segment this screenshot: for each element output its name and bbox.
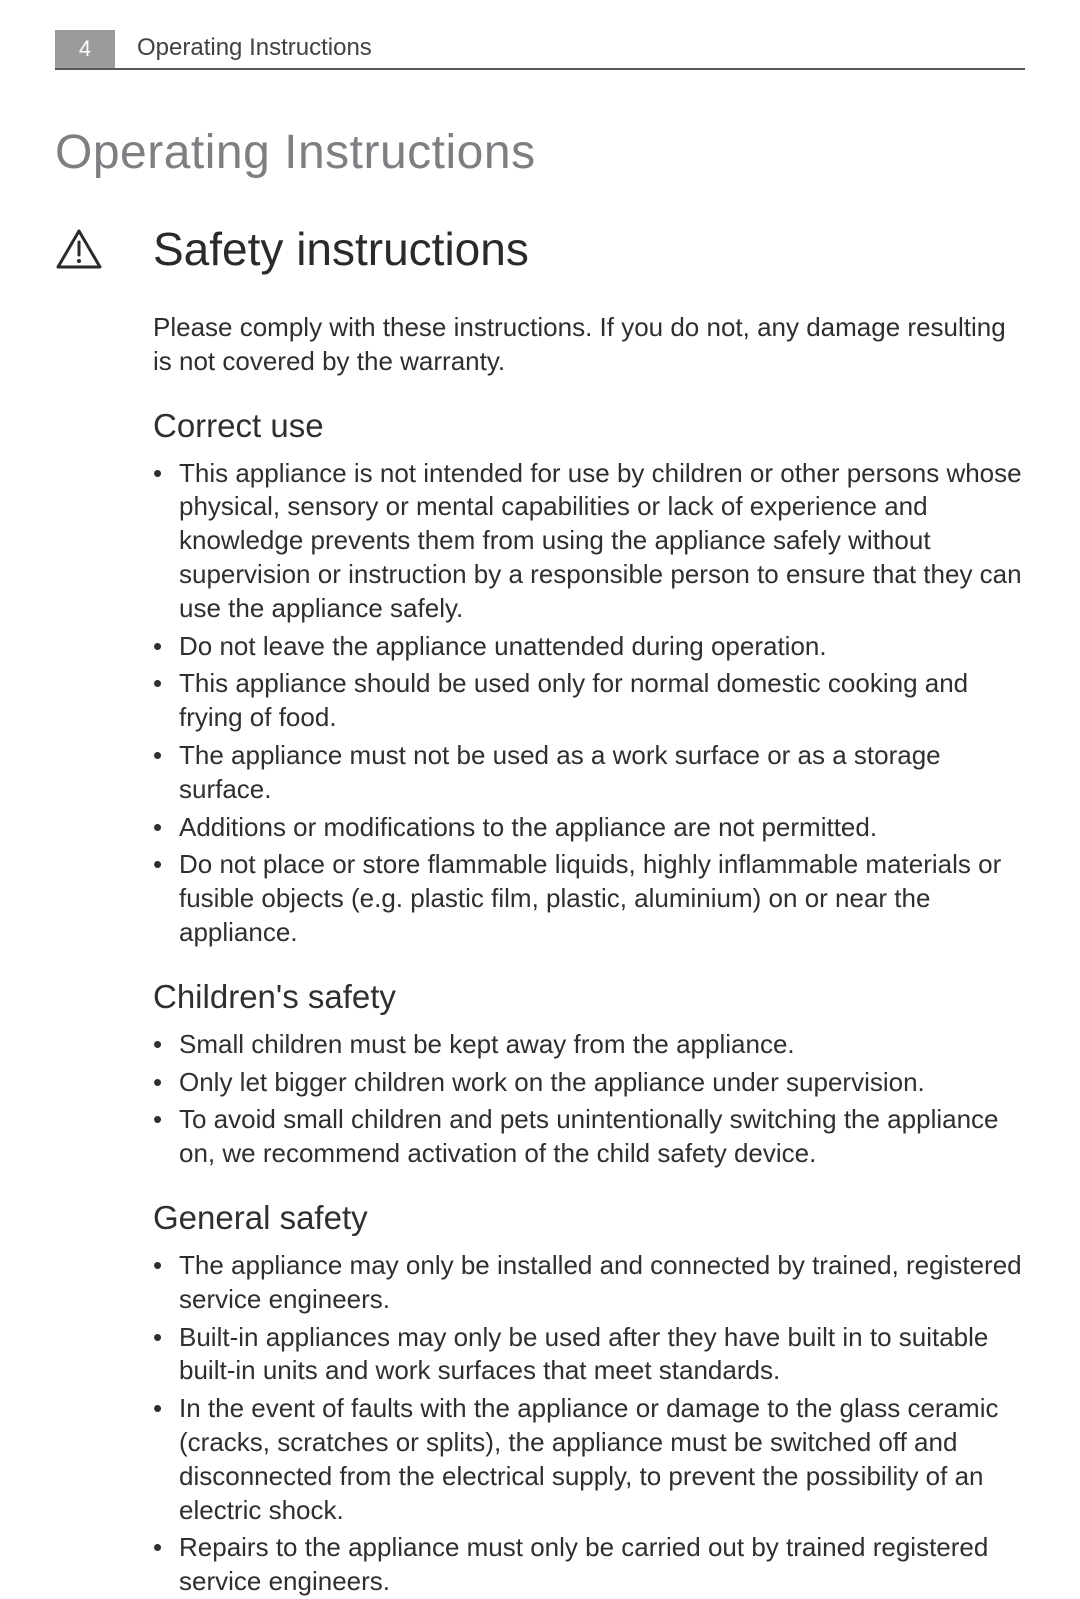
section-intro: Please comply with these instructions. I…: [153, 310, 1025, 379]
list-item: Small children must be kept away from th…: [153, 1028, 1025, 1062]
running-title: Operating Instructions: [137, 34, 372, 68]
list-item: Do not place or store flammable liquids,…: [153, 848, 1025, 949]
page-number-box: 4: [55, 30, 115, 68]
list-item: Only let bigger children work on the app…: [153, 1066, 1025, 1100]
subsection-heading: Children's safety: [153, 978, 1025, 1016]
bullet-list: This appliance is not intended for use b…: [153, 457, 1025, 950]
list-item: This appliance is not intended for use b…: [153, 457, 1025, 626]
list-item: To avoid small children and pets uninten…: [153, 1103, 1025, 1171]
section-heading-row: Safety instructions: [55, 222, 1025, 276]
page-content: Operating Instructions Safety instructio…: [0, 125, 1080, 1599]
list-item: Do not leave the appliance unattended du…: [153, 630, 1025, 664]
list-item: The appliance must not be used as a work…: [153, 739, 1025, 807]
list-item: In the event of faults with the applianc…: [153, 1392, 1025, 1527]
list-item: This appliance should be used only for n…: [153, 667, 1025, 735]
list-item: Repairs to the appliance must only be ca…: [153, 1531, 1025, 1599]
bullet-list: The appliance may only be installed and …: [153, 1249, 1025, 1599]
warning-triangle-icon: [55, 228, 103, 270]
running-header: 4 Operating Instructions: [55, 22, 1025, 70]
list-item: Additions or modifications to the applia…: [153, 811, 1025, 845]
section-title: Safety instructions: [153, 222, 529, 276]
super-title: Operating Instructions: [55, 125, 1025, 180]
manual-page: 4 Operating Instructions Operating Instr…: [0, 22, 1080, 1551]
subsection-heading: Correct use: [153, 407, 1025, 445]
page-number: 4: [79, 36, 91, 62]
list-item: Built-in appliances may only be used aft…: [153, 1321, 1025, 1389]
list-item: The appliance may only be installed and …: [153, 1249, 1025, 1317]
bullet-list: Small children must be kept away from th…: [153, 1028, 1025, 1171]
subsection-heading: General safety: [153, 1199, 1025, 1237]
